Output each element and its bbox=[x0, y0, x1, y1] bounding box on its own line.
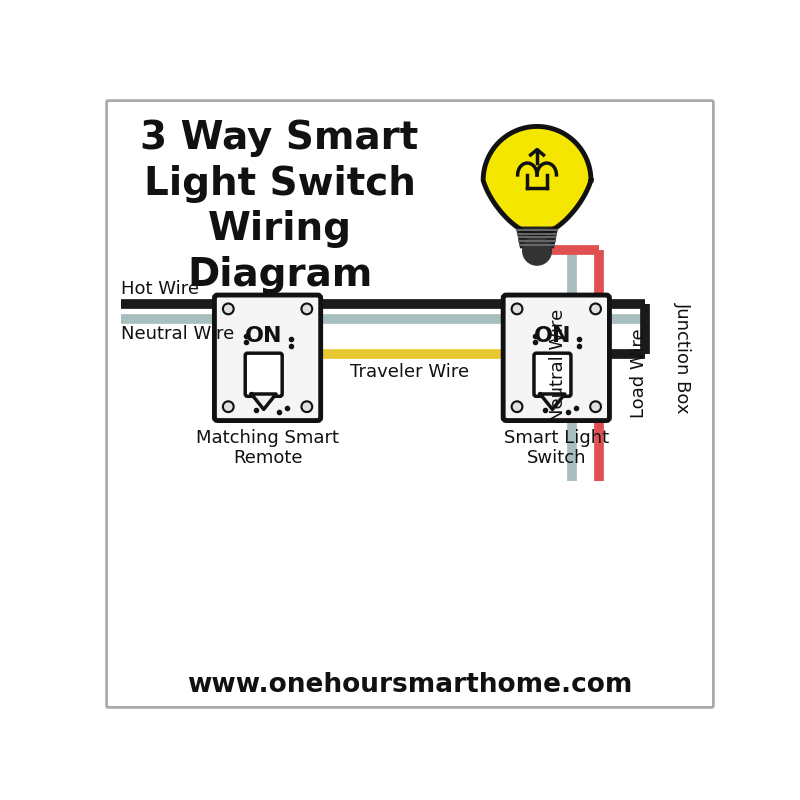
Text: www.onehoursmarthome.com: www.onehoursmarthome.com bbox=[187, 672, 633, 698]
FancyBboxPatch shape bbox=[503, 295, 610, 421]
Text: Neutral Wire: Neutral Wire bbox=[122, 326, 234, 343]
Circle shape bbox=[302, 303, 312, 314]
Circle shape bbox=[512, 402, 522, 412]
Text: Traveler Wire: Traveler Wire bbox=[350, 363, 470, 381]
Circle shape bbox=[590, 402, 601, 412]
Text: Neutral Wire: Neutral Wire bbox=[549, 309, 567, 422]
Polygon shape bbox=[517, 227, 558, 248]
Text: Matching Smart
Remote: Matching Smart Remote bbox=[196, 429, 339, 467]
Text: 3 Way Smart
Light Switch
Wiring
Diagram: 3 Way Smart Light Switch Wiring Diagram bbox=[141, 119, 418, 294]
Circle shape bbox=[223, 402, 234, 412]
Circle shape bbox=[223, 303, 234, 314]
FancyBboxPatch shape bbox=[534, 353, 571, 396]
Circle shape bbox=[522, 237, 551, 265]
Polygon shape bbox=[540, 394, 565, 410]
Circle shape bbox=[590, 303, 601, 314]
Text: Junction Box: Junction Box bbox=[674, 302, 692, 414]
FancyBboxPatch shape bbox=[106, 101, 714, 707]
Text: Load Wire: Load Wire bbox=[630, 328, 648, 418]
Polygon shape bbox=[483, 126, 591, 234]
Text: Smart Light
Switch: Smart Light Switch bbox=[504, 429, 609, 467]
Circle shape bbox=[302, 402, 312, 412]
Polygon shape bbox=[251, 394, 276, 410]
FancyBboxPatch shape bbox=[214, 295, 321, 421]
Text: ON: ON bbox=[534, 326, 571, 346]
Text: Hot Wire: Hot Wire bbox=[122, 280, 199, 298]
FancyBboxPatch shape bbox=[246, 353, 282, 396]
Circle shape bbox=[512, 303, 522, 314]
Text: ON: ON bbox=[245, 326, 282, 346]
